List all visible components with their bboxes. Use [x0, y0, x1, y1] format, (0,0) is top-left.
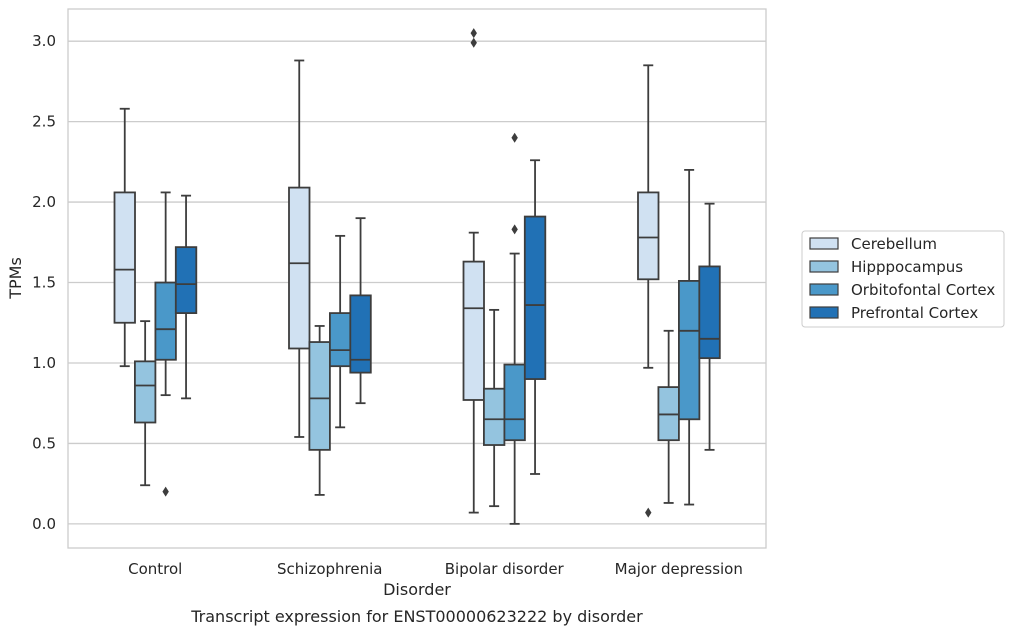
box-hipppocampus	[482, 308, 506, 508]
box-orbitofontal-cortex	[154, 191, 177, 497]
x-tick-label: Major depression	[615, 560, 743, 578]
box-body	[113, 191, 136, 324]
box-orbitofontal-cortex	[678, 168, 701, 506]
legend-label: Cerebellum	[851, 235, 937, 253]
boxes-layer	[113, 28, 721, 525]
legend: Cerebellum Hipppocampus Orbitofontal Corte…	[801, 230, 1005, 328]
box-body	[503, 363, 526, 442]
box-body	[678, 280, 701, 421]
outlier-point	[511, 132, 518, 143]
box-body	[523, 215, 547, 380]
box-body	[154, 281, 177, 361]
box-body	[482, 387, 506, 446]
y-tick-label: 2.5	[32, 113, 56, 131]
x-tick-label: Bipolar disorder	[445, 560, 565, 578]
y-tick-label: 1.0	[32, 354, 56, 372]
box-prefrontal-cortex	[349, 217, 372, 405]
legend-swatch	[809, 306, 839, 319]
box-body	[133, 360, 157, 424]
box-hipppocampus	[133, 320, 157, 487]
y-tick-label: 1.5	[32, 274, 56, 292]
legend-label: Prefrontal Cortex	[851, 304, 978, 322]
box-prefrontal-cortex	[698, 202, 721, 451]
box-prefrontal-cortex	[523, 159, 547, 475]
box-body	[349, 294, 372, 374]
y-tick-label: 0.5	[32, 434, 56, 452]
box-body	[698, 265, 721, 360]
box-cerebellum	[637, 64, 660, 518]
y-tick-label: 2.0	[32, 193, 56, 211]
box-cerebellum	[113, 107, 136, 368]
legend-label: Orbitofontal Cortex	[851, 281, 995, 299]
plot-area-frame	[67, 8, 767, 549]
box-orbitofontal-cortex	[328, 234, 352, 429]
chart-caption: Transcript expression for ENST0000062322…	[190, 607, 643, 626]
x-tick-label: Schizophrenia	[277, 560, 382, 578]
legend-swatch	[809, 260, 839, 273]
box-cerebellum	[288, 59, 311, 438]
y-tick-label: 3.0	[32, 32, 56, 50]
outlier-point	[511, 224, 518, 235]
legend-frame	[801, 230, 1005, 328]
x-tick-label: Control	[128, 560, 182, 578]
box-body	[328, 312, 352, 368]
box-body	[174, 246, 198, 314]
outlier-point	[162, 486, 169, 497]
x-tick-labels: Control Schizophrenia Bipolar disorder Majo…	[128, 560, 743, 578]
y-axis-label: TPMs	[6, 257, 25, 300]
outlier-point	[470, 37, 477, 48]
box-prefrontal-cortex	[174, 194, 198, 400]
legend-swatch	[809, 237, 839, 250]
legend-swatch	[809, 283, 839, 296]
outlier-point	[645, 507, 652, 518]
box-hipppocampus	[657, 329, 680, 504]
legend-label: Hipppocampus	[851, 258, 963, 276]
box-body	[637, 191, 660, 281]
box-body	[308, 341, 331, 451]
box-body	[288, 186, 311, 350]
y-tick-label: 0.0	[32, 515, 56, 533]
y-tick-labels: 0.0 0.5 1.0 1.5 2.0 2.5 3.0	[32, 32, 56, 533]
outlier-point	[470, 28, 477, 39]
box-cerebellum	[462, 28, 485, 514]
box-orbitofontal-cortex	[503, 132, 526, 525]
x-axis-label: Disorder	[383, 580, 451, 599]
box-hipppocampus	[308, 325, 331, 496]
box-body	[462, 260, 485, 401]
